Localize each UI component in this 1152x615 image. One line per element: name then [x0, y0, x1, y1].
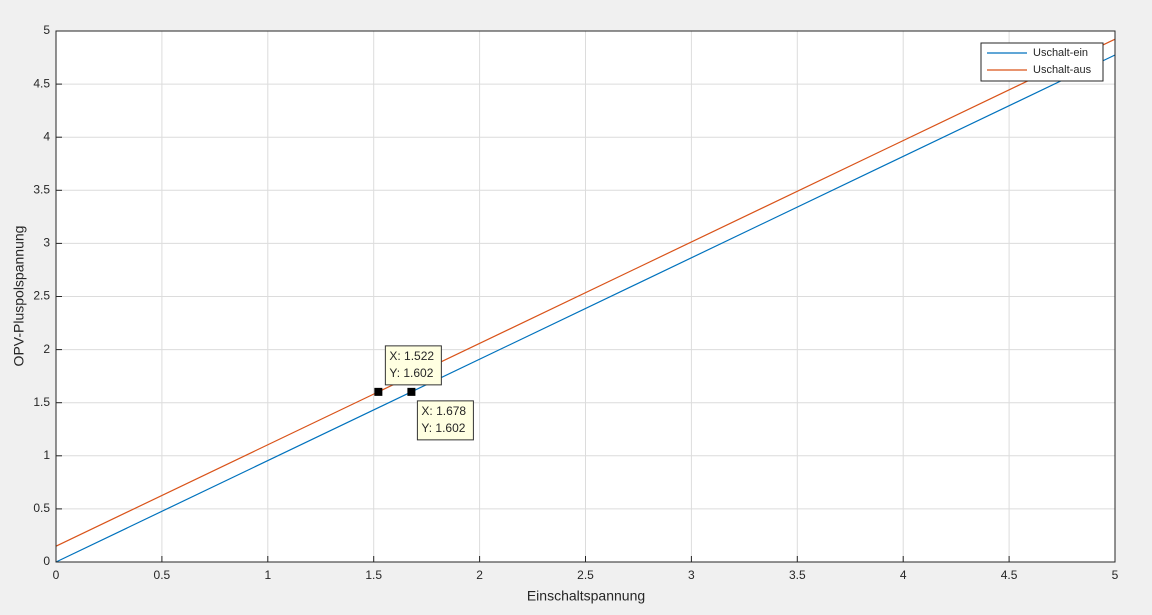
y-tick-label: 3.5 — [33, 182, 50, 196]
datatip-marker — [374, 387, 383, 396]
y-axis-label: OPV-Pluspolspannung — [11, 226, 27, 367]
legend-label: Uschalt-ein — [1033, 47, 1088, 59]
datatip-marker — [407, 387, 416, 396]
lines — [55, 38, 1116, 563]
ticks: 0 0.5 1 1.5 2 2.5 3 3.5 4 4.5 5 0 0.5 1 1.5 2 2.5 3 3.5 4 4.… — [33, 23, 1118, 582]
x-tick-label: 4 — [900, 568, 907, 582]
x-axis-label: Einschaltspannung — [527, 588, 645, 604]
x-tick-label: 3 — [688, 568, 695, 582]
y-tick-label: 4 — [43, 129, 50, 143]
y-tick-label: 0.5 — [33, 501, 50, 515]
datatip-x: X: 1.522 — [389, 349, 434, 363]
x-tick-label: 2 — [476, 568, 483, 582]
datatip-box — [416, 400, 474, 441]
x-tick-label: 4.5 — [1001, 568, 1018, 582]
datatips: X: 1.522 Y: 1.602 X: 1.678 Y: 1.602 — [374, 345, 474, 441]
x-tick-label: 5 — [1112, 568, 1119, 582]
series-line — [55, 38, 1116, 547]
datatip-y: Y: 1.602 — [421, 421, 465, 435]
legend: Uschalt-ein Uschalt-aus — [980, 42, 1104, 82]
x-tick-label: 1.5 — [365, 568, 382, 582]
y-tick-label: 2.5 — [33, 289, 50, 303]
x-tick-label: 0 — [53, 568, 60, 582]
y-tick-label: 1.5 — [33, 395, 50, 409]
y-tick-label: 0 — [43, 554, 50, 568]
series-line — [55, 54, 1116, 563]
x-tick-label: 1 — [264, 568, 271, 582]
datatip-box — [384, 345, 442, 386]
y-tick-label: 4.5 — [33, 76, 50, 90]
y-tick-label: 3 — [43, 236, 50, 250]
x-tick-label: 0.5 — [154, 568, 171, 582]
y-tick-label: 1 — [43, 448, 50, 462]
y-tick-label: 2 — [43, 342, 50, 356]
x-tick-label: 3.5 — [789, 568, 806, 582]
datatip-y: Y: 1.602 — [389, 366, 433, 380]
legend-label: Uschalt-aus — [1033, 64, 1092, 76]
y-tick-label: 5 — [43, 23, 50, 37]
legend-box — [980, 42, 1104, 82]
x-tick-label: 2.5 — [577, 568, 594, 582]
datatip-x: X: 1.678 — [421, 404, 466, 418]
